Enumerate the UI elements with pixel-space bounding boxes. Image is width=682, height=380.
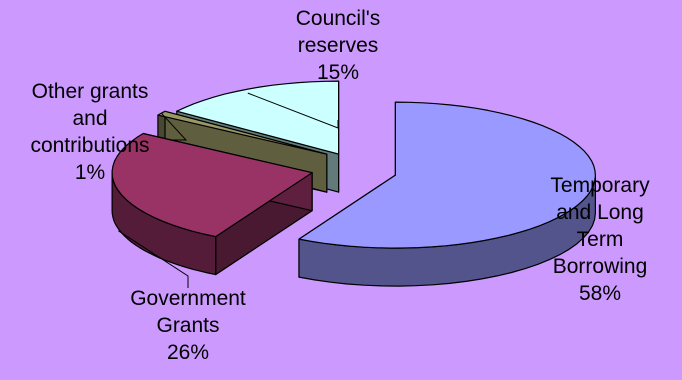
slice-percent: 1% bbox=[74, 161, 106, 184]
slice-label-line: and bbox=[72, 107, 108, 130]
slice-label-line: Government bbox=[130, 287, 246, 310]
slice-label-line: Grants bbox=[156, 314, 220, 337]
slice-percent: 26% bbox=[166, 341, 210, 364]
slice-percent: 58% bbox=[578, 282, 622, 305]
slice-label-government-grants: Government Grants 26% bbox=[88, 285, 288, 366]
slice-label-line: Other grants bbox=[31, 80, 149, 103]
leader-line-other-grants bbox=[161, 112, 188, 141]
slice-label-line: Term bbox=[576, 228, 624, 251]
leader-line-council-reserves bbox=[247, 92, 339, 129]
slice-top-face bbox=[111, 132, 313, 238]
slice-percent: 15% bbox=[316, 61, 360, 84]
leader-line-government-grants bbox=[118, 230, 189, 288]
slice-label-line: Temporary bbox=[550, 174, 650, 197]
slice-label-line: and Long bbox=[556, 201, 644, 224]
slice-label-borrowing: Temporary and Long Term Borrowing 58% bbox=[520, 172, 680, 307]
slice-top-face bbox=[176, 80, 340, 155]
slice-label-council-reserves: Council's reserves 15% bbox=[248, 5, 428, 86]
slice-label-line: Council's bbox=[295, 7, 381, 30]
slice-label-line: Borrowing bbox=[552, 255, 648, 278]
pie-slice bbox=[111, 132, 313, 276]
pie-slice bbox=[298, 101, 597, 287]
slice-label-line: reserves bbox=[297, 34, 379, 57]
slice-label-line: contributions bbox=[30, 134, 150, 157]
slice-top-face bbox=[298, 101, 597, 249]
slice-label-other-grants: Other grants and contributions 1% bbox=[0, 78, 180, 186]
